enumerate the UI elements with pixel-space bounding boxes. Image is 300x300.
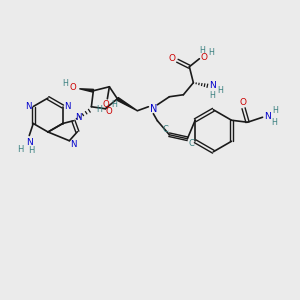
Text: H: H (62, 79, 68, 88)
Text: H: H (272, 118, 278, 127)
Text: N: N (25, 102, 32, 111)
Text: O: O (169, 54, 176, 63)
Text: N: N (150, 104, 157, 114)
Polygon shape (117, 98, 137, 111)
Polygon shape (80, 89, 94, 92)
Text: H: H (273, 106, 278, 115)
Text: O: O (103, 100, 110, 109)
Text: H: H (200, 46, 205, 55)
Text: N: N (264, 112, 271, 121)
Text: H: H (208, 48, 214, 57)
Text: H: H (28, 146, 34, 155)
Text: N: N (26, 138, 33, 147)
Text: N: N (209, 81, 216, 90)
Text: H: H (111, 100, 117, 109)
Text: C: C (162, 125, 168, 134)
Text: O: O (106, 107, 113, 116)
Text: H: H (218, 86, 223, 95)
Text: N: N (64, 102, 71, 111)
Text: O: O (239, 98, 246, 107)
Text: N: N (70, 140, 76, 149)
Text: H: H (17, 145, 23, 154)
Text: O: O (201, 53, 208, 62)
Text: C: C (188, 139, 194, 148)
Text: O: O (70, 83, 77, 92)
Text: H: H (209, 91, 215, 100)
Text: H: H (96, 105, 102, 114)
Text: N: N (75, 113, 82, 122)
